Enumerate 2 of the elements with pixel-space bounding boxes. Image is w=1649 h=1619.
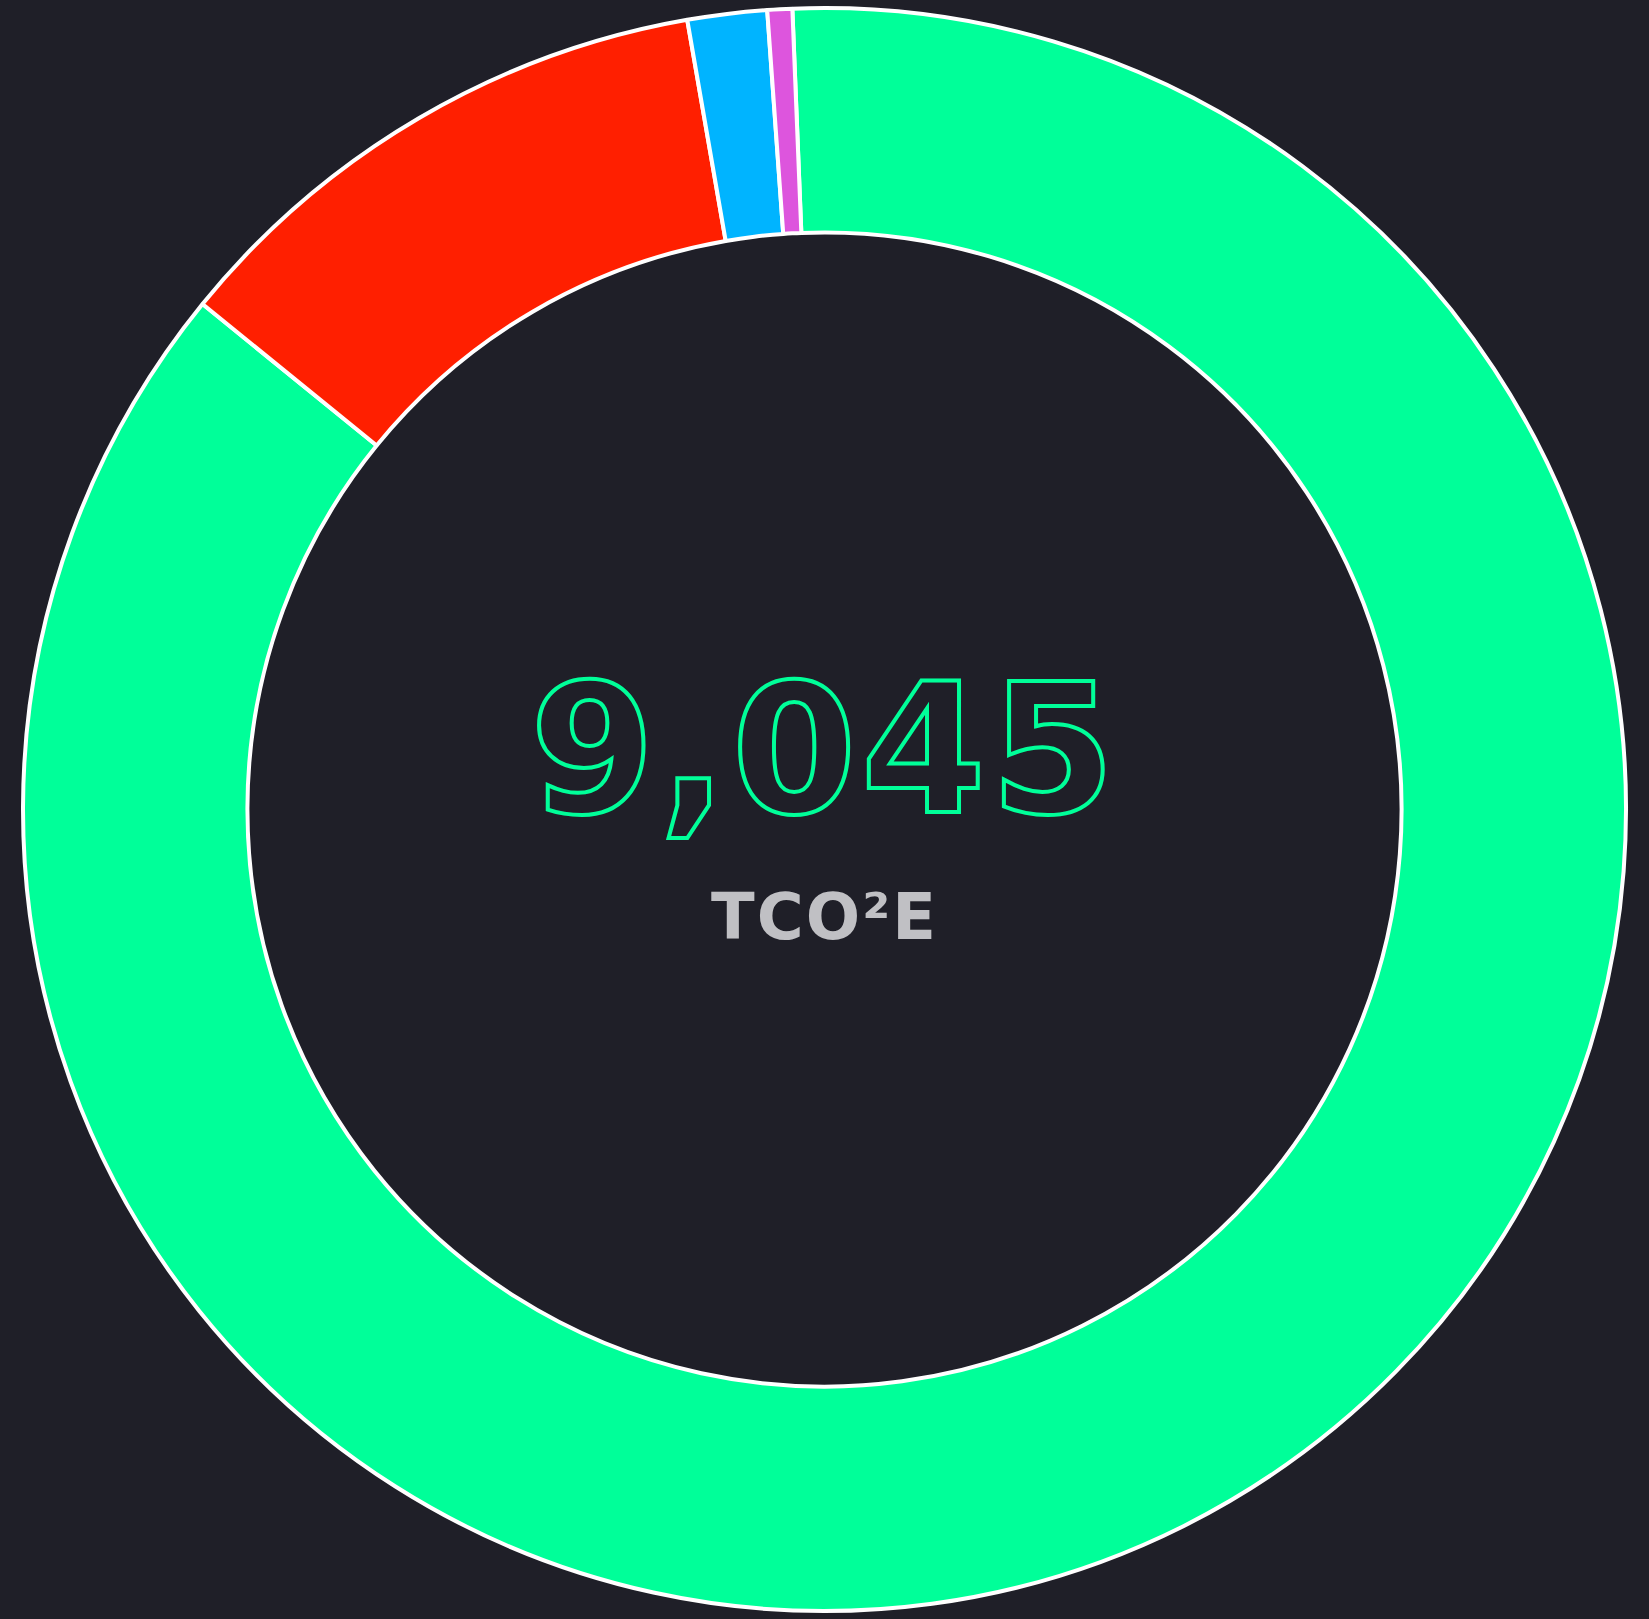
text: TCO²E xyxy=(711,880,938,954)
text: 9,045 xyxy=(529,645,1120,854)
